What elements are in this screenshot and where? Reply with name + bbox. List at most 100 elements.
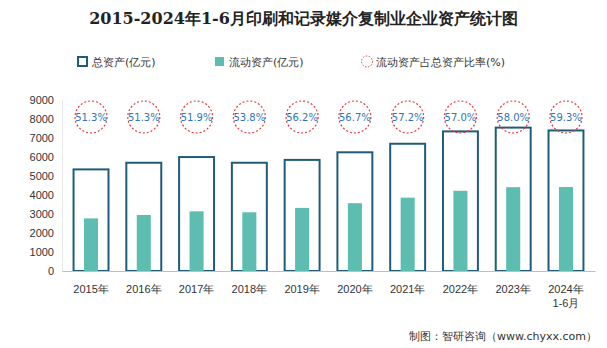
legend-swatch <box>215 57 224 66</box>
legend-item: 总资产(亿元) <box>78 56 156 69</box>
x-tick-label-line: 2021年 <box>390 283 425 295</box>
x-tick-label: 2023年 <box>495 283 530 295</box>
ratio-label: 59.3% <box>550 112 582 123</box>
legend-item: 流动资产(亿元) <box>215 56 304 69</box>
x-tick-label: 2019年 <box>284 283 319 295</box>
x-tick-label: 2021年 <box>390 283 425 295</box>
x-tick: 2024年 1-6月 <box>548 271 583 309</box>
y-tick-label: 2000 <box>30 227 54 239</box>
ratio-circle <box>286 101 318 133</box>
chart: 2015-2024年1-6月印刷和记录媒介复制业企业资产统计图 0 1000 2000… <box>0 0 607 348</box>
y-tick: 5000 <box>30 170 62 182</box>
y-tick-label: 8000 <box>30 113 54 125</box>
ratio-label: 51.3% <box>75 112 107 123</box>
legend-label: 流动资产(亿元) <box>229 56 304 69</box>
total-bar <box>232 163 267 271</box>
y-tick: 9000 <box>30 94 62 106</box>
current-bar <box>84 218 98 271</box>
x-tick: 2023年 <box>495 271 530 295</box>
current-bar <box>348 203 362 271</box>
ratio-label: 57.0% <box>445 112 477 123</box>
x-tick: 2018年 <box>232 271 267 295</box>
total-bar <box>74 169 109 271</box>
title: 2015-2024年1-6月印刷和记录媒介复制业企业资产统计图 <box>89 9 518 28</box>
ratio-circle <box>497 101 529 133</box>
x-tick-label-line: 2016年 <box>126 283 161 295</box>
x-tick-label-line: 2017年 <box>179 283 214 295</box>
x-tick-label-line: 1-6月 <box>553 297 580 309</box>
ratio-circle <box>181 101 213 133</box>
current-bar <box>295 208 309 271</box>
ratio-label: 56.7% <box>339 112 371 123</box>
x-tick: 2017年 <box>179 271 214 295</box>
x-tick-label: 2016年 <box>126 283 161 295</box>
ratio-label: 51.9% <box>181 112 213 123</box>
x-tick: 2020年 <box>337 271 372 295</box>
x-tick-label: 2022年 <box>443 283 478 295</box>
current-bar <box>559 187 573 271</box>
x-tick-label: 2024年 1-6月 <box>548 283 583 309</box>
x-tick-label-line: 2018年 <box>232 283 267 295</box>
bar-series <box>84 187 573 271</box>
x-tick: 2015年 <box>73 271 108 295</box>
ratio-label: 57.2% <box>392 112 424 123</box>
x-tick-label-line: 2015年 <box>73 283 108 295</box>
y-tick: 1000 <box>30 246 62 258</box>
ratio-circle <box>550 101 582 133</box>
total-bar <box>443 131 478 271</box>
source-note: 制图：智研咨询（www.chyxx.com） <box>409 330 597 343</box>
y-tick-label: 7000 <box>30 132 54 144</box>
y-tick: 2000 <box>30 227 62 239</box>
y-tick-label: 4000 <box>30 189 54 201</box>
x-tick: 2016年 <box>126 271 161 295</box>
current-bar <box>506 187 520 271</box>
legend-label: 流动资产占总资产比率(%) <box>376 56 505 69</box>
x-tick: 2021年 <box>390 271 425 295</box>
legend: 总资产(亿元) 流动资产(亿元) 流动资产占总资产比率(%) <box>78 56 505 69</box>
ratio-circle <box>339 101 371 133</box>
y-tick-label: 0 <box>48 265 54 277</box>
y-axis: 0 1000 2000 3000 4000 5000 6000 7000 8000 9000 <box>30 94 63 277</box>
x-tick: 2022年 <box>443 271 478 295</box>
total-bar <box>126 163 161 271</box>
data-labels: 51.3% 51.3% 51.9% 53.8% 56.2% 56.7% 57.2% 57.0%… <box>75 112 582 123</box>
y-tick-label: 6000 <box>30 151 54 163</box>
ratio-label: 51.3% <box>128 112 160 123</box>
x-tick: 2019年 <box>284 271 319 295</box>
total-bar <box>285 160 320 271</box>
ratio-circle <box>75 101 107 133</box>
ratio-circle <box>392 101 424 133</box>
x-tick-label-line: 2022年 <box>443 283 478 295</box>
ratio-label: 53.8% <box>233 112 265 123</box>
x-axis-line <box>63 271 596 272</box>
y-tick-label: 3000 <box>30 208 54 220</box>
x-tick-label: 2015年 <box>73 283 108 295</box>
y-tick: 0 <box>48 265 62 277</box>
ratio-circle <box>444 101 476 133</box>
total-bar <box>390 144 425 271</box>
y-tick: 8000 <box>30 113 62 125</box>
y-tick: 4000 <box>30 189 62 201</box>
y-tick: 6000 <box>30 151 62 163</box>
legend-swatch <box>78 57 87 66</box>
y-tick-label: 1000 <box>30 246 54 258</box>
legend-label: 总资产(亿元) <box>91 56 156 69</box>
x-tick-label-line: 2023年 <box>495 283 530 295</box>
x-axis: 2015年 2016年 2017年 2018年 2019年 2020年 2021年 2022年… <box>63 271 596 309</box>
ratio-label: 56.2% <box>286 112 318 123</box>
total-bar <box>496 128 531 271</box>
x-tick-label-line: 2019年 <box>284 283 319 295</box>
ratio-markers <box>75 101 582 133</box>
marks <box>74 101 584 271</box>
ratio-circle <box>128 101 160 133</box>
total-bar <box>179 157 214 271</box>
y-tick: 3000 <box>30 208 62 220</box>
x-tick-label-line: 2024年 <box>548 283 583 295</box>
current-bar <box>401 198 415 271</box>
y-axis-line <box>62 101 63 272</box>
current-bar <box>242 212 256 271</box>
y-tick-label: 9000 <box>30 94 54 106</box>
current-bar <box>137 215 151 271</box>
y-tick-label: 5000 <box>30 170 54 182</box>
legend-item: 流动资产占总资产比率(%) <box>362 56 506 69</box>
